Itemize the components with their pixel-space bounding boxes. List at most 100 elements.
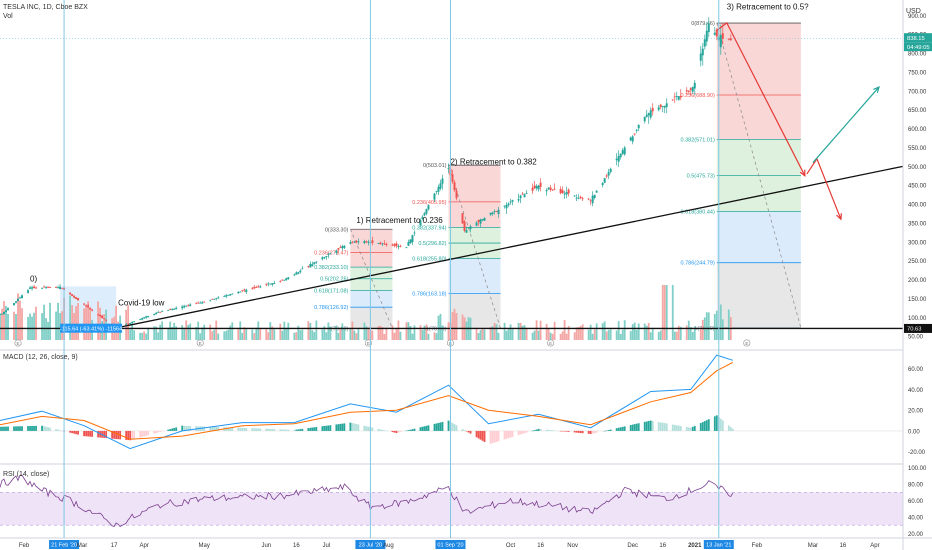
macd-histogram-bar	[489, 430, 492, 444]
volume-bar	[425, 324, 428, 340]
candle	[189, 303, 192, 307]
volume-bar	[675, 331, 678, 340]
volume-bar	[157, 332, 160, 340]
rsi-tick-label: 60.00	[908, 499, 924, 505]
macd-tick-label: 20.00	[908, 409, 924, 415]
macd-histogram-bar	[157, 430, 160, 433]
candle-body	[517, 199, 520, 201]
candle-body	[13, 303, 16, 306]
candle	[309, 261, 312, 268]
candle	[531, 183, 534, 194]
macd-histogram-bar	[287, 429, 290, 431]
volume-bar	[479, 330, 482, 340]
candle-body	[575, 197, 578, 199]
volume-bar	[259, 328, 262, 340]
candle	[511, 199, 514, 206]
volume-bar	[689, 326, 692, 340]
price-pane[interactable]: 0(333.30)0.236(271.47)0.382(233.10)0.5(2…	[0, 3, 904, 347]
macd-histogram-bar	[623, 426, 626, 431]
candle	[533, 181, 536, 189]
volume-bar	[29, 313, 31, 340]
volume-bar	[129, 329, 132, 340]
candle	[97, 313, 100, 316]
rsi-pane[interactable]	[0, 474, 903, 528]
macd-histogram-bar	[421, 426, 424, 431]
volume-bar	[577, 327, 580, 340]
rsi-tick-label: 100.00	[908, 466, 927, 472]
volume-bar	[167, 327, 170, 340]
macd-histogram-bar	[145, 430, 148, 436]
candle	[183, 304, 186, 309]
candle-body	[17, 298, 20, 302]
macd-histogram-bar	[413, 428, 416, 431]
volume-bar	[705, 312, 708, 340]
candle-body	[231, 293, 234, 295]
macd-histogram-bar	[229, 427, 232, 431]
volume-bar	[453, 308, 456, 340]
macd-histogram-bar	[587, 430, 590, 434]
volume-bar	[603, 321, 606, 340]
candle-body	[633, 133, 636, 135]
volume-bar	[139, 332, 142, 340]
macd-histogram-bar	[537, 428, 540, 431]
candle	[27, 288, 30, 294]
macd-histogram-bar	[693, 425, 696, 431]
volume-bar	[421, 329, 424, 340]
macd-histogram-bar	[675, 425, 678, 431]
macd-histogram-bar	[225, 427, 228, 431]
volume-bar	[181, 325, 184, 340]
macd-histogram-bar	[381, 429, 384, 431]
candle	[551, 189, 554, 192]
candle-body	[379, 242, 382, 244]
macd-histogram-bar	[601, 430, 604, 432]
candle-body	[617, 156, 620, 162]
volume-bar	[185, 320, 188, 340]
candle	[227, 294, 230, 296]
volume-bar	[315, 320, 318, 340]
macd-pane[interactable]	[0, 354, 903, 450]
macd-histogram-bar	[127, 430, 130, 441]
macd-histogram-bar	[141, 430, 144, 437]
candle-body	[505, 204, 508, 209]
rsi-tick-label: 80.00	[908, 483, 924, 489]
macd-histogram-bar	[707, 419, 710, 431]
candle-body	[377, 243, 380, 244]
candle	[325, 255, 328, 260]
price-tick-label: 350.00	[908, 221, 927, 227]
candle	[253, 285, 256, 290]
candle-body	[601, 183, 604, 186]
candle	[175, 306, 178, 310]
volume-bar	[649, 332, 652, 340]
candle-body	[367, 241, 370, 243]
macd-histogram-bar	[729, 427, 732, 431]
candle	[83, 302, 86, 306]
macd-histogram-bar	[605, 430, 608, 431]
macd-histogram-bar	[185, 425, 188, 431]
volume-bar	[617, 321, 620, 340]
annotation-text: 0)	[30, 274, 37, 283]
candle-body	[565, 192, 568, 195]
candle-body	[349, 242, 352, 244]
volume-bar	[203, 324, 206, 340]
candle	[635, 128, 638, 134]
candle-body	[189, 304, 192, 307]
candle	[693, 79, 696, 96]
candle	[519, 194, 522, 204]
volume-bar	[715, 310, 718, 340]
volume-bar	[1, 308, 3, 340]
candle-body	[425, 209, 428, 214]
candle	[87, 303, 90, 308]
time-badge	[49, 540, 80, 549]
fib-trend-line	[448, 165, 501, 329]
candle	[181, 304, 184, 311]
volume-bar	[279, 323, 282, 340]
candle-body	[245, 289, 248, 293]
candle	[17, 297, 20, 302]
candle	[15, 301, 18, 304]
candle-body	[635, 129, 638, 131]
volume-bar	[293, 332, 296, 340]
candle-body	[29, 287, 32, 289]
macd-histogram-bar	[103, 430, 106, 438]
time-badge	[435, 540, 466, 549]
